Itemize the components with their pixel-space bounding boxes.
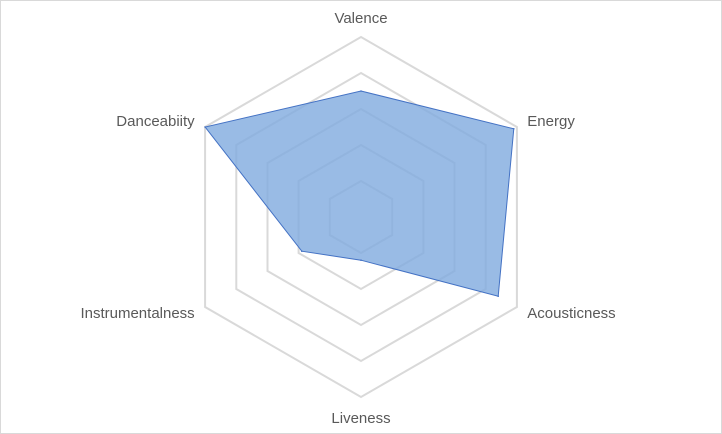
data-point-valence — [360, 90, 362, 92]
axis-label-energy: Energy — [527, 113, 575, 130]
axis-label-danceabiity: Danceabiity — [116, 113, 195, 130]
axis-label-valence: Valence — [334, 10, 387, 27]
data-point-liveness — [360, 259, 362, 262]
axis-label-acousticness: Acousticness — [527, 305, 615, 322]
axis-labels: Valence Energy Acousticness Liveness Instrum… — [80, 10, 615, 427]
data-point-instrumentalness — [301, 250, 303, 252]
radar-series — [204, 90, 515, 298]
axis-label-liveness: Liveness — [331, 410, 390, 427]
axis-label-instrumentalness: Instrumentalness — [80, 305, 194, 322]
data-point-energy — [513, 128, 515, 130]
data-point-acousticness — [497, 295, 500, 298]
data-point-danceabiity — [204, 126, 206, 128]
series-area-0 — [204, 90, 515, 297]
